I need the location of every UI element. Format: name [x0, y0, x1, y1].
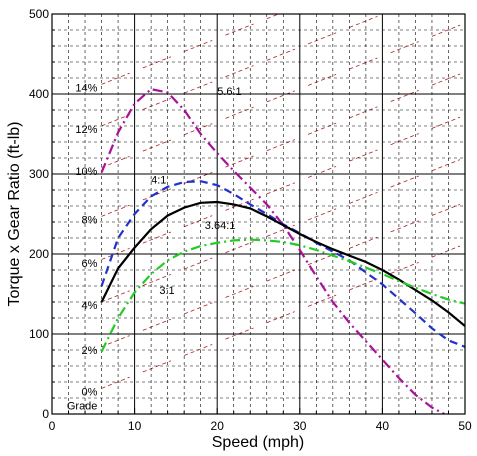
grade-line-segment — [266, 311, 295, 324]
grade-line-segment — [142, 188, 172, 201]
x-tick-label: 50 — [458, 419, 472, 433]
grade-line-segment — [390, 261, 419, 274]
series-line — [100, 88, 445, 414]
grade-line-segment — [307, 32, 337, 45]
grade-line-segment — [184, 302, 213, 315]
series-lines — [100, 88, 465, 414]
grade-percent-label: 0% — [82, 387, 98, 399]
y-tick-label: 200 — [29, 247, 49, 261]
grade-line-segment — [349, 57, 378, 70]
grade-line-segment — [307, 122, 337, 135]
grade-line-segment — [307, 165, 337, 178]
curve-label: 5.6:1 — [217, 86, 241, 98]
grade-line-segment — [184, 171, 213, 184]
grade-line-segment — [266, 139, 295, 152]
grade-line-segment — [184, 81, 213, 94]
grade-percent-label: 12% — [75, 124, 97, 136]
grade-line-segment — [307, 253, 337, 266]
grade-line-segment — [266, 224, 295, 237]
y-axis-title: Torque x Gear Ratio (ft-lb) — [6, 122, 23, 307]
x-tick-label: 30 — [293, 419, 307, 433]
grade-line-segment — [349, 236, 378, 249]
grade-line-segment — [101, 72, 130, 85]
grade-line-segment — [225, 106, 254, 119]
grade-line-segment — [266, 90, 295, 103]
grade-line-segment — [184, 215, 213, 228]
y-tick-label: 300 — [29, 167, 49, 181]
x-tick-label: 20 — [211, 419, 225, 433]
grade-line-segment — [390, 175, 419, 188]
grade-line-segment — [390, 89, 419, 102]
grade-line-segment — [142, 360, 172, 373]
series-line — [100, 238, 465, 353]
grade-line-segment — [142, 139, 172, 152]
y-tick-label: 100 — [29, 327, 49, 341]
grade-line-segment — [349, 278, 378, 291]
y-tick-label: 0 — [42, 407, 49, 421]
grade-line-segment — [266, 182, 295, 195]
grade-line-segment — [225, 241, 254, 254]
grade-line-segment — [225, 23, 254, 36]
x-tick-label: 0 — [49, 419, 56, 433]
grade-line-segment — [142, 97, 172, 110]
grade-line-segment — [225, 65, 254, 78]
grade-line-segment — [142, 56, 172, 69]
grade-percent-label: 14% — [75, 83, 97, 95]
grade-line-segment — [349, 106, 378, 119]
y-tick-label: 400 — [29, 87, 49, 101]
grade-line-segment — [101, 114, 130, 127]
grade-line-segment — [390, 133, 419, 146]
grade-line-segment — [431, 159, 461, 172]
grade-line-segment — [431, 203, 461, 216]
grade-line-segment — [349, 149, 378, 162]
grade-line-segment — [431, 116, 461, 129]
grade-line-segment — [349, 191, 378, 204]
grade-line-segment — [431, 24, 461, 37]
grade-line-segment — [307, 73, 337, 86]
x-axis-title: Speed (mph) — [212, 434, 305, 451]
curve-label: 3.64:1 — [205, 220, 236, 232]
grade-line-segment — [142, 318, 172, 331]
grade-line-segment — [101, 204, 130, 217]
grade-line-segment — [225, 155, 254, 168]
grade-line-segment — [349, 15, 378, 28]
grade-line-segment — [390, 220, 419, 233]
grade-label: Grade — [67, 401, 98, 413]
grade-percent-label: 6% — [82, 258, 98, 270]
grade-line-segment — [431, 245, 461, 258]
grade-line-segment — [184, 257, 213, 270]
grade-percent-label: 10% — [75, 166, 97, 178]
grid — [52, 14, 465, 414]
grade-line-segment — [101, 335, 130, 348]
grade-line-segment — [431, 73, 461, 86]
grade-line-segment — [101, 290, 130, 303]
grade-line-segment — [266, 269, 295, 282]
curve-label: 4:1 — [151, 175, 166, 187]
x-tick-label: 10 — [128, 419, 142, 433]
grade-line-segment — [390, 41, 419, 54]
x-tick-label: 40 — [376, 419, 390, 433]
grade-line-segment — [266, 48, 295, 61]
annotations: 0% 2% 4% 6% 8% 10% 12% 14% Grade 5.6:1 4:1 3.64:1 3:… — [67, 83, 242, 413]
grade-line-segment — [101, 376, 130, 389]
grade-line-segment — [307, 294, 337, 307]
grade-line-segment — [142, 273, 172, 286]
grade-percent-label: 4% — [82, 300, 98, 312]
y-tick-label: 500 — [29, 7, 49, 21]
grade-line-segment — [307, 208, 337, 221]
grade-percent-label: 2% — [82, 345, 98, 357]
curve-label: 3:1 — [159, 285, 174, 297]
plot-frame — [51, 13, 466, 415]
grade-line-segment — [225, 285, 254, 298]
grade-line-segment — [101, 155, 130, 168]
grade-percent-label: 8% — [82, 215, 98, 227]
grade-line-segment — [142, 231, 172, 244]
